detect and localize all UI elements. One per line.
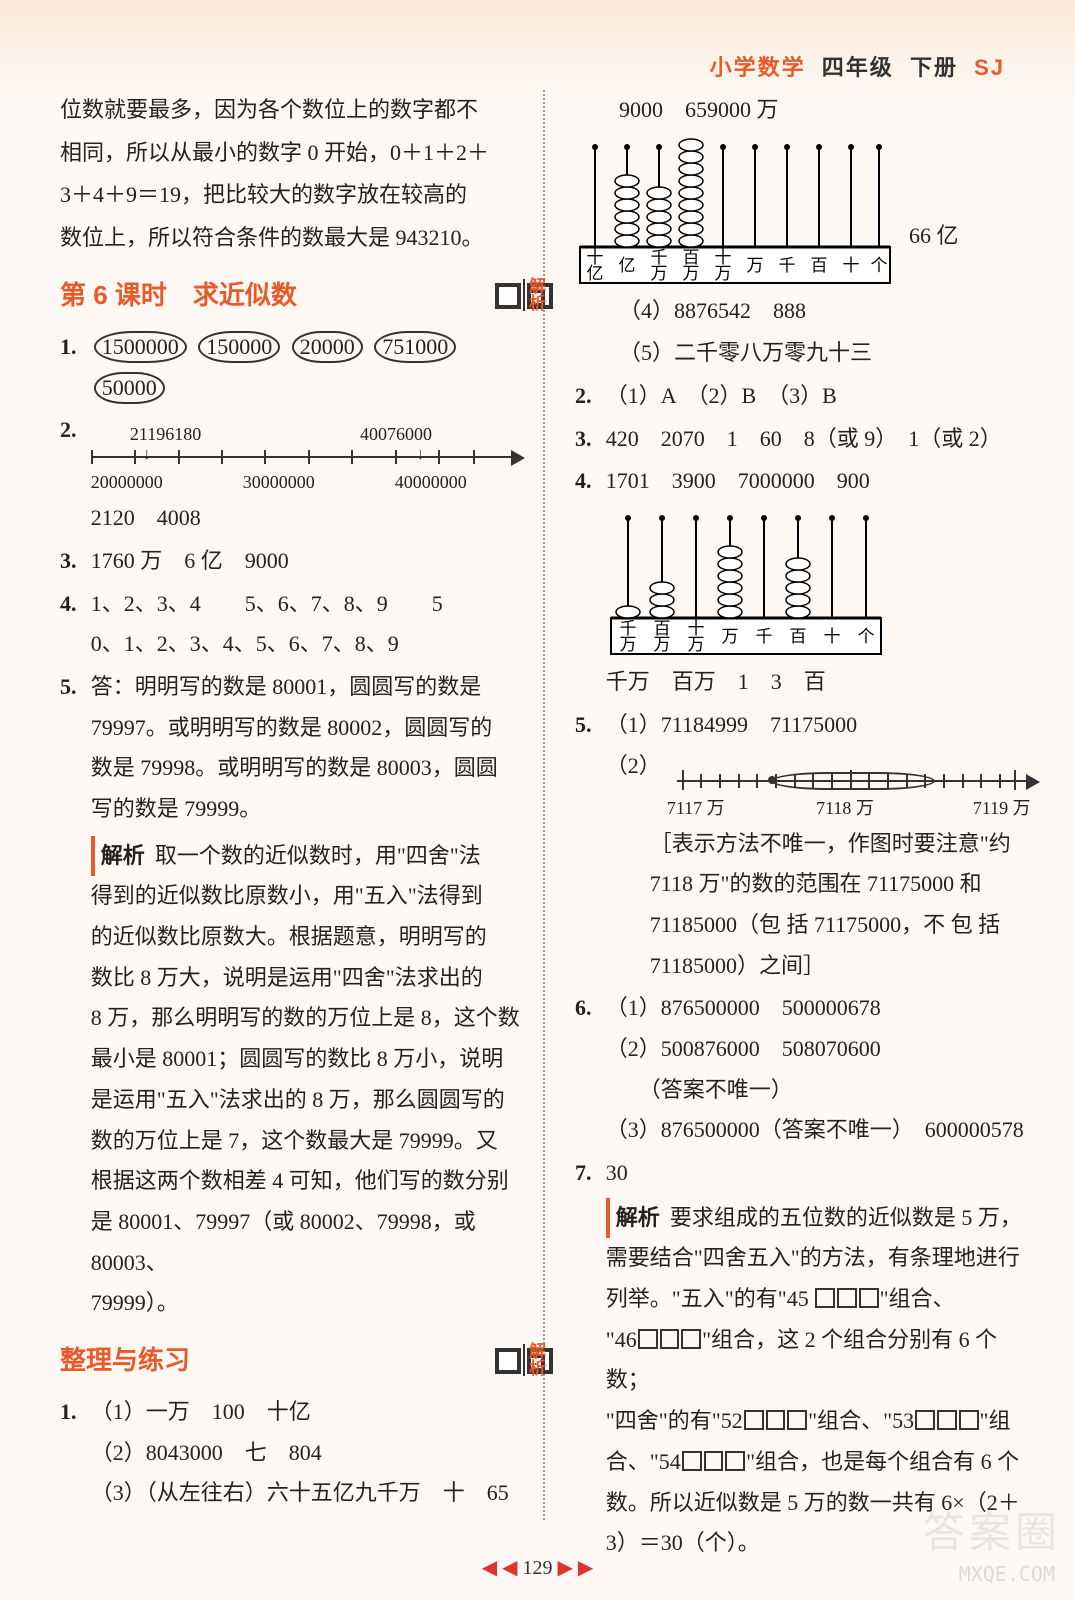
section-title-text: 整理与练习 (60, 1336, 190, 1384)
triangle-left-icon: ◀ ◀ (482, 1557, 518, 1579)
r5: 5. （1）71184999 71175000 （2） (575, 705, 1040, 986)
right-top: 9000 659000 万 (575, 90, 1040, 131)
subject: 小学数学 (710, 55, 806, 80)
r7: 7. 30 解析要求组成的五位数的近似数是 5 万， 需要结合"四舍五入"的方法… (575, 1153, 1040, 1564)
svg-text:万: 万 (653, 635, 670, 654)
section-title-text: 第 6 课时 求近似数 (60, 271, 297, 319)
r6: 6. （1）876500000 500000678 （2）500876000 5… (575, 988, 1040, 1151)
svg-text:亿: 亿 (587, 264, 604, 283)
page-footer: ◀ ◀ 129 ▶ ▶ (0, 1555, 1075, 1580)
abacus-2: 千万 百万 十万 万 千 百 十 个 (606, 508, 1040, 658)
q4: 4. 1、2、3、4 5、6、7、8、9 5 0、1、2、3、4、5、6、7、8… (60, 584, 525, 665)
practice-list: 1. （1）一万 100 十亿 （2）8043000 七 804 （3）（从左往… (60, 1392, 525, 1514)
svg-text:万: 万 (683, 264, 700, 283)
svg-text:个: 个 (857, 627, 874, 646)
volume: 下册 (910, 55, 958, 80)
number-line: 21196180 40076000 ↓ ↓ 20000000 30000000 (91, 416, 525, 496)
circled-value: 20000 (292, 331, 363, 364)
q1: 1. 1500000 150000 20000 751000 50000 (60, 327, 525, 408)
abacus-1: 十亿 亿 千万 百万 十万 万 千 百 十 个 66 亿 (575, 137, 1040, 287)
intro-line: 3＋4＋9＝19，把比较大的数字放在较高的 (60, 175, 525, 216)
triangle-right-icon: ▶ ▶ (558, 1557, 594, 1579)
svg-text:十: 十 (823, 627, 840, 646)
p1: 1. （1）一万 100 十亿 （2）8043000 七 804 （3）（从左往… (60, 1392, 525, 1514)
q2-answers: 2120 4008 (91, 498, 525, 539)
q5: 5. 答：明明写的数是 80001，圆圆写的数是 79997。或明明写的数是 8… (60, 667, 525, 1324)
watermark-url: MXQE.COM (959, 1562, 1055, 1586)
page-number: 129 (523, 1557, 553, 1579)
qr-code[interactable]: 解析 (523, 1336, 525, 1384)
svg-text:万: 万 (687, 635, 704, 654)
left-column: 位数就要最多，因为各个数位上的数字都不 相同，所以从最小的数字 0 开始，0＋1… (60, 90, 545, 1520)
analysis-tag: 解析 (606, 1198, 664, 1239)
r7-line-boxes: "46"组合，这 2 个组合分别有 6 个数； (606, 1320, 1040, 1401)
svg-text:个: 个 (871, 256, 888, 275)
circled-value: 50000 (94, 372, 165, 405)
section-title-2: 整理与练习 解析 (60, 1336, 525, 1384)
page: 小学数学 四年级 下册 SJ 位数就要最多，因为各个数位上的数字都不 相同，所以… (0, 0, 1075, 1600)
page-header: 小学数学 四年级 下册 SJ (710, 50, 1005, 82)
svg-text:万: 万 (715, 264, 732, 283)
intro-line: 相同，所以从最小的数字 0 开始，0＋1＋2＋ (60, 133, 525, 174)
intro-line: 数位上，所以符合条件的数最大是 943210。 (60, 218, 525, 259)
svg-text:千: 千 (779, 256, 796, 275)
version: SJ (974, 55, 1005, 80)
r7-line-boxes: "四舍"的有"52"组合、"53"组 (606, 1401, 1040, 1442)
grade: 四年级 (822, 55, 894, 80)
right-column: 9000 659000 万 十亿 亿 千万 百万 十万 万 (569, 90, 1040, 1520)
svg-text:亿: 亿 (619, 256, 636, 275)
circled-value: 150000 (198, 331, 280, 364)
svg-text:万: 万 (747, 256, 764, 275)
svg-text:百: 百 (811, 256, 828, 275)
svg-text:百: 百 (789, 627, 806, 646)
q2: 2. 21196180 40076000 ↓ ↓ (60, 410, 525, 539)
analysis-tag: 解析 (91, 836, 149, 877)
circled-value: 751000 (374, 331, 456, 364)
r3: 3.420 2070 1 60 8（或 9） 1（或 2） (575, 419, 1040, 460)
svg-text:千: 千 (755, 627, 772, 646)
r2: 2.（1）A （2）B （3）B (575, 376, 1040, 417)
abacus2-bottom: 千万 百万 1 3 百 (606, 662, 1040, 703)
r4: 4. 1701 3900 7000000 900 千万 百万 (575, 461, 1040, 702)
circled-value: 1500000 (94, 331, 187, 364)
svg-text:万: 万 (619, 635, 636, 654)
number-line-2: 7117 万 7118 万 7119 万 (667, 750, 1040, 820)
question-list: 1. 1500000 150000 20000 751000 50000 2. … (60, 327, 525, 1324)
q3: 3.1760 万 6 亿 9000 (60, 541, 525, 582)
section-title-1: 第 6 课时 求近似数 解析 (60, 271, 525, 319)
qr-label: 解析 (520, 277, 551, 311)
right-list: 2.（1）A （2）B （3）B 3.420 2070 1 60 8（或 9） … (575, 376, 1040, 1564)
svg-text:万: 万 (651, 264, 668, 283)
two-columns: 位数就要最多，因为各个数位上的数字都不 相同，所以从最小的数字 0 开始，0＋1… (60, 90, 1040, 1520)
abacus1-side: 66 亿 (909, 216, 959, 287)
intro-line: 位数就要最多，因为各个数位上的数字都不 (60, 90, 525, 131)
r7-line-boxes: 合、"54"组合，也是每个组合有 6 个 (606, 1442, 1040, 1483)
qr-code[interactable]: 解析 (523, 271, 525, 319)
svg-text:万: 万 (721, 627, 738, 646)
svg-text:十: 十 (843, 256, 860, 275)
r7-line-boxes: 列举。"五入"的有"45 "组合、 (606, 1279, 1040, 1320)
qr-label: 解析 (520, 1342, 551, 1376)
